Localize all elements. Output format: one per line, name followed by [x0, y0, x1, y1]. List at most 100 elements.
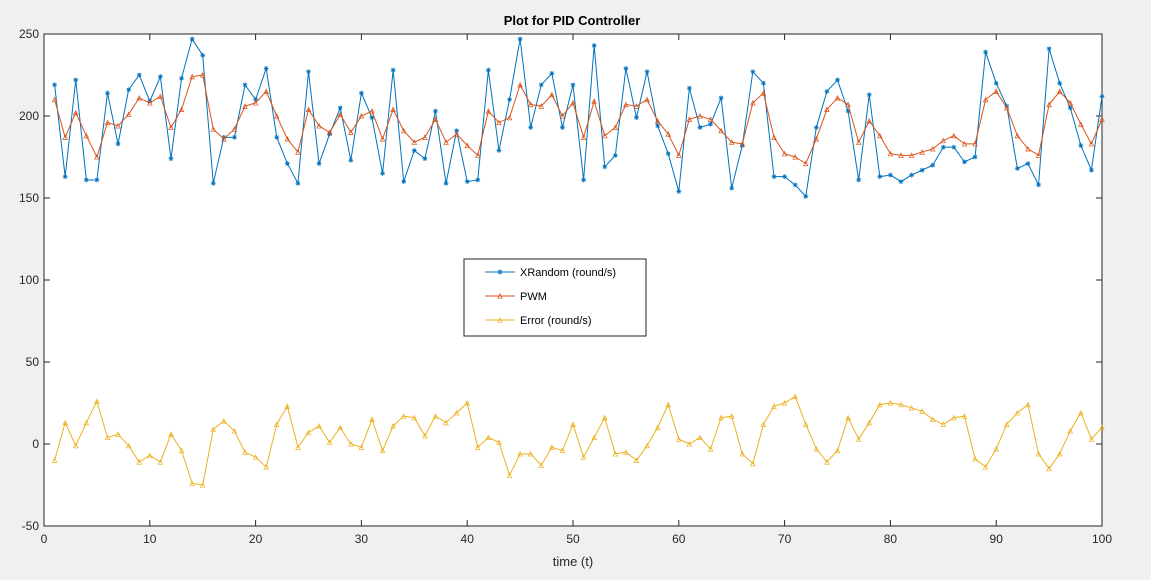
chart-title: Plot for PID Controller [504, 13, 641, 28]
data-point [432, 413, 439, 419]
data-point [708, 121, 713, 127]
data-point [898, 152, 904, 158]
data-point [337, 105, 343, 111]
x-tick-label: 30 [355, 532, 369, 546]
data-point [739, 140, 746, 147]
x-tick-label: 0 [41, 532, 48, 546]
data-point [962, 159, 967, 165]
data-point [72, 109, 79, 116]
data-point [443, 419, 449, 426]
data-point [993, 445, 999, 452]
data-point [242, 449, 248, 455]
data-point [62, 134, 68, 140]
data-point [189, 36, 195, 42]
x-tick-label: 70 [778, 532, 792, 546]
data-point [306, 69, 311, 75]
data-point [654, 424, 661, 431]
data-point [1099, 424, 1105, 431]
data-point [697, 125, 703, 130]
data-point [506, 114, 513, 121]
data-point [601, 414, 608, 421]
data-point [125, 442, 132, 449]
data-point [930, 162, 936, 168]
data-point [411, 414, 418, 421]
data-point [750, 99, 756, 106]
data-point [1056, 88, 1063, 94]
data-point [1014, 132, 1021, 139]
data-point [497, 269, 503, 275]
data-point [972, 140, 978, 147]
data-point [549, 91, 555, 98]
data-point [908, 404, 915, 411]
data-point [560, 125, 565, 130]
legend-entry: PWM [485, 291, 547, 303]
data-point [327, 131, 333, 137]
data-point [908, 152, 915, 158]
data-point [559, 113, 566, 119]
data-point [982, 96, 989, 103]
data-point [951, 144, 957, 150]
data-point [623, 449, 629, 455]
data-point [771, 134, 777, 140]
data-point [369, 115, 375, 121]
data-point [305, 106, 312, 112]
data-point [718, 127, 724, 134]
x-tick-label: 80 [884, 532, 898, 546]
series-line [54, 37, 1103, 198]
data-point [443, 139, 449, 145]
data-point [612, 152, 618, 158]
data-point [834, 94, 841, 101]
data-point [464, 142, 470, 149]
data-point [623, 101, 629, 108]
data-point [369, 416, 375, 422]
data-point [972, 455, 978, 462]
data-point [856, 177, 862, 183]
data-point [802, 421, 809, 427]
data-point [51, 96, 58, 103]
data-point [326, 439, 333, 445]
data-point [200, 52, 206, 58]
data-point [104, 434, 111, 440]
data-point [951, 414, 957, 421]
data-point [273, 113, 280, 119]
data-point [1078, 409, 1084, 416]
data-point [1014, 166, 1020, 171]
data-point [475, 444, 481, 450]
data-point [940, 421, 947, 427]
data-point [866, 92, 872, 98]
data-point [231, 427, 238, 434]
data-point [919, 149, 925, 155]
data-point [358, 444, 365, 450]
data-point [52, 82, 57, 88]
data-point [475, 152, 481, 158]
series-1 [52, 36, 1105, 199]
data-point [337, 111, 344, 117]
data-point [888, 172, 893, 178]
data-point [644, 442, 650, 449]
data-point [1088, 140, 1095, 147]
legend-label: Error (round/s) [520, 315, 592, 327]
data-point [83, 132, 90, 139]
x-tick-label: 60 [672, 532, 686, 546]
data-point [993, 88, 999, 94]
data-point [326, 129, 333, 135]
data-point [379, 135, 386, 142]
data-point [1004, 421, 1010, 427]
data-point [824, 89, 830, 94]
data-point [929, 145, 936, 152]
data-point [697, 113, 703, 119]
data-point [379, 447, 386, 454]
data-point [221, 135, 227, 142]
data-point [252, 454, 259, 460]
data-point [94, 398, 100, 404]
data-point [126, 87, 132, 93]
data-point [1035, 450, 1042, 457]
data-point [390, 106, 396, 112]
data-point [676, 189, 682, 194]
data-point [1025, 145, 1031, 152]
y-tick-label: 100 [19, 273, 39, 287]
data-point [496, 119, 502, 126]
data-point [1025, 161, 1031, 166]
data-point [940, 137, 947, 144]
data-point [919, 408, 925, 414]
